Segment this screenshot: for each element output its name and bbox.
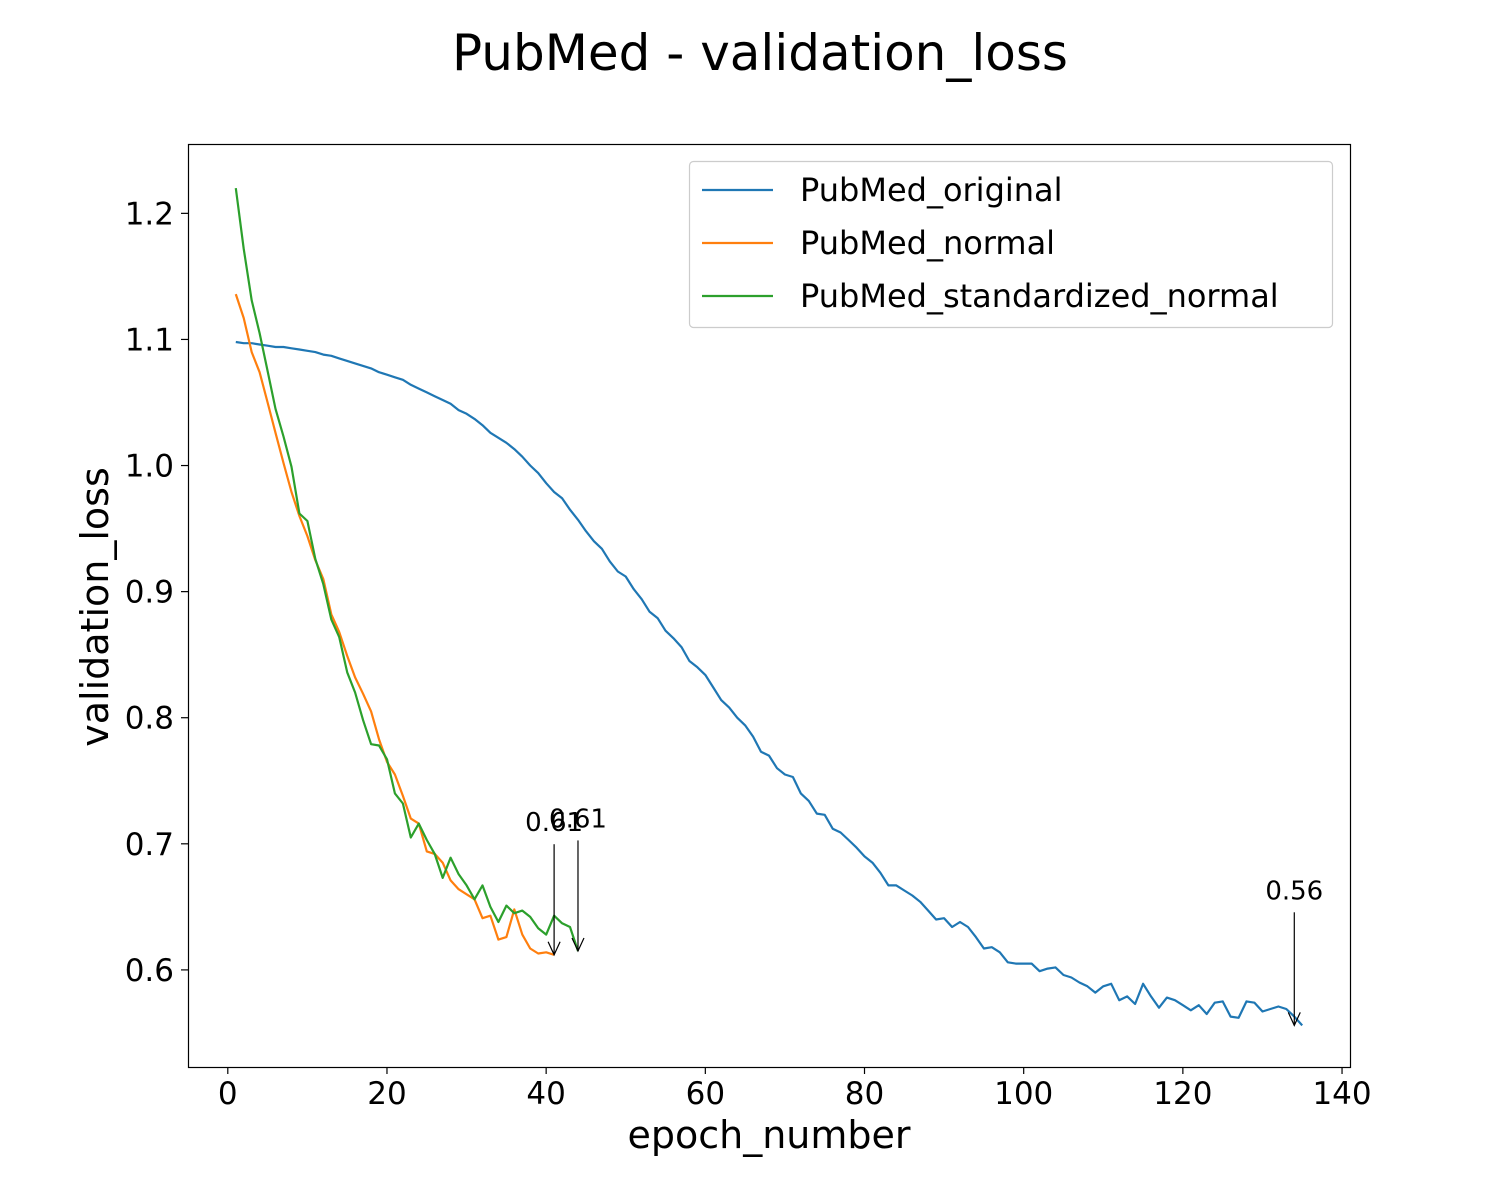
x-tick-label: 0 (218, 1076, 238, 1112)
x-tick-label: 100 (994, 1076, 1053, 1112)
y-tick-label: 0.9 (125, 575, 174, 611)
x-tick-label: 140 (1312, 1076, 1371, 1112)
annotation-label: 0.56 (1265, 876, 1323, 906)
plot-frame (187, 143, 1352, 1069)
x-tick-label: 60 (686, 1076, 725, 1112)
series-line-0 (235, 340, 1304, 1027)
annotation-label: 0.61 (525, 808, 583, 838)
x-tick-label: 80 (845, 1076, 884, 1112)
x-axis: 0 20 40 60 80 100 120 140 (218, 1067, 1372, 1112)
annotation-label: 0.61 (549, 804, 607, 834)
x-tick-label: 40 (526, 1076, 565, 1112)
y-tick-label: 1.0 (125, 449, 174, 485)
annotation-arrowhead (1287, 1012, 1301, 1027)
y-tick-label: 0.8 (125, 701, 174, 737)
legend: PubMed_original PubMed_normal PubMed_stand… (688, 160, 1334, 329)
series-line-1 (234, 293, 555, 956)
x-tick-label: 120 (1153, 1076, 1212, 1112)
annotations: 0.610.61 0.56 (525, 804, 1323, 1027)
legend-label: PubMed_standardized_normal (800, 277, 1279, 315)
y-tick-label: 1.1 (125, 322, 174, 358)
x-tick-label: 20 (367, 1076, 406, 1112)
annotation-arrowhead (571, 937, 585, 953)
y-axis-label: validation_loss (73, 467, 117, 747)
y-tick-label: 0.6 (125, 953, 174, 989)
series-line-2 (234, 187, 580, 952)
y-tick-label: 0.7 (125, 827, 174, 863)
annotation-arrowhead (547, 941, 561, 957)
legend-label: PubMed_original (800, 171, 1063, 209)
y-tick-label: 1.2 (125, 196, 174, 232)
chart-title: PubMed - validation_loss (452, 24, 1068, 82)
legend-box (688, 160, 1334, 329)
x-axis-label: epoch_number (627, 1113, 910, 1157)
legend-label: PubMed_normal (800, 224, 1055, 262)
y-axis: 0.6 0.7 0.8 0.9 1.0 1.1 1.2 (125, 196, 188, 989)
